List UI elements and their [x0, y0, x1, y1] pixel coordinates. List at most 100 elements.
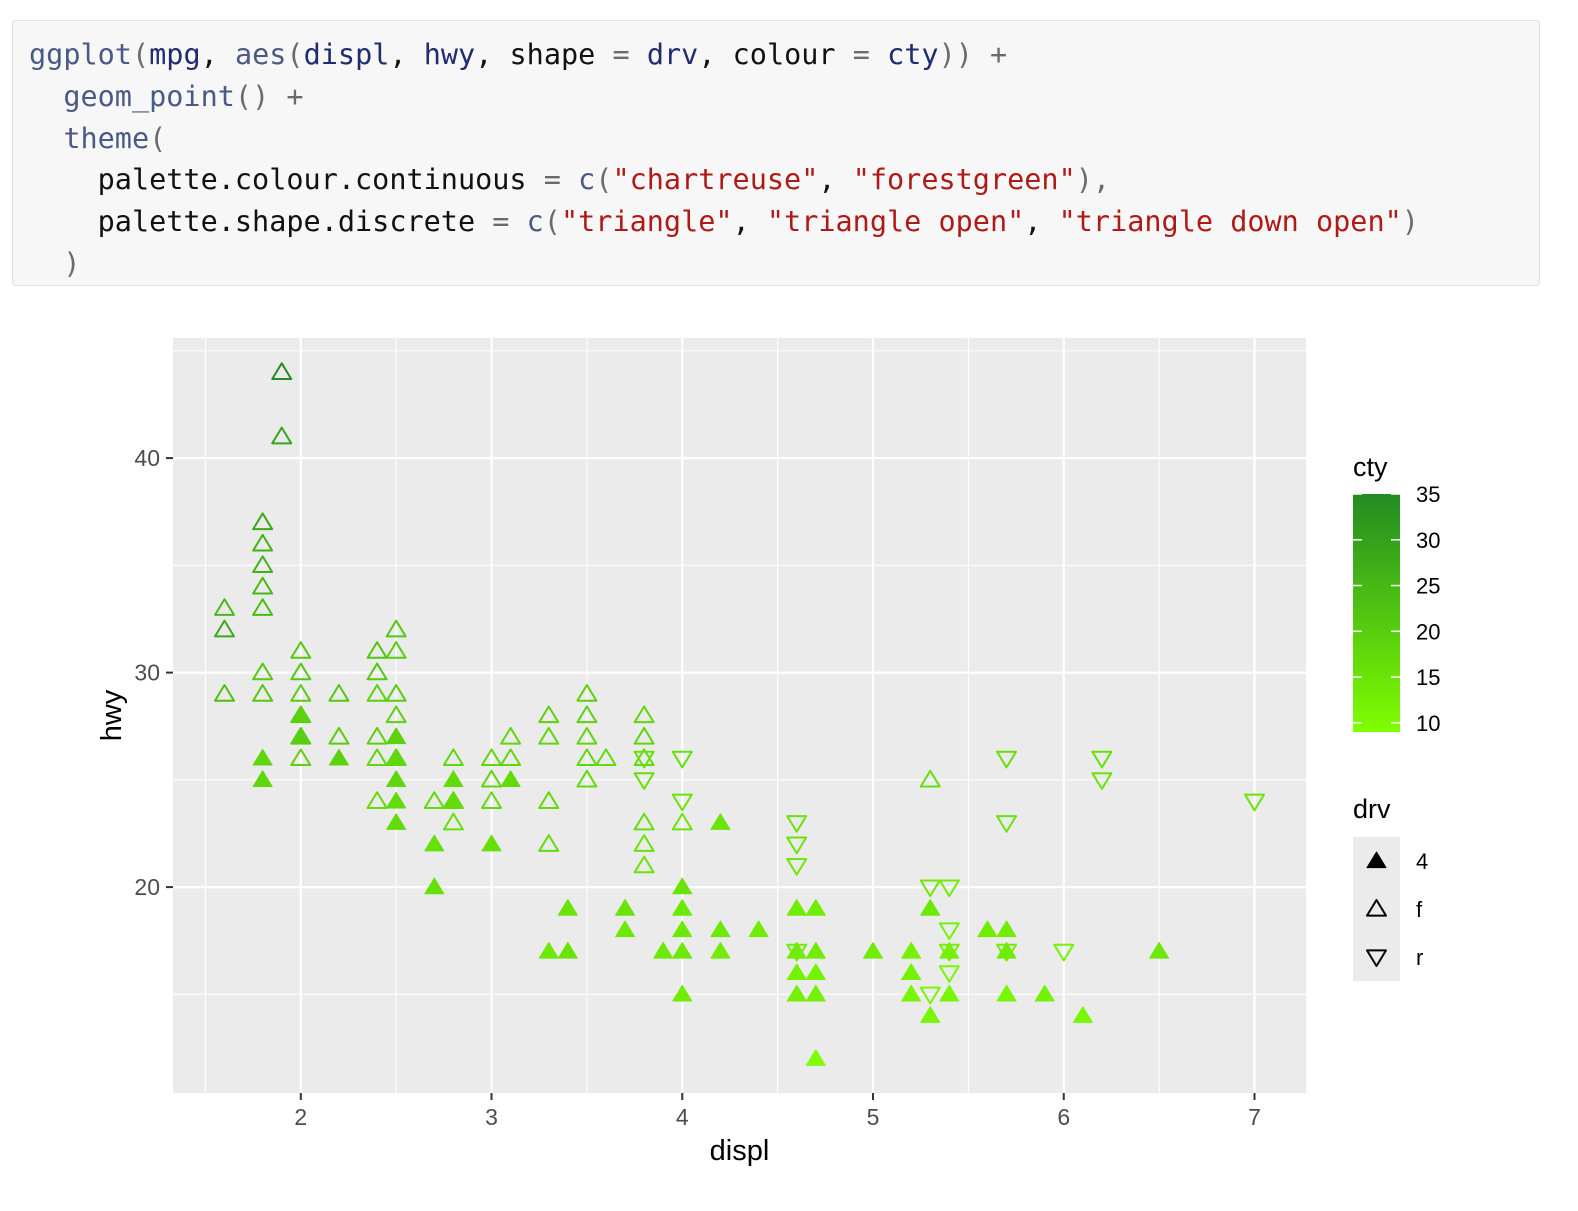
code-token: )) +: [938, 38, 1008, 71]
data-point: [671, 812, 693, 831]
code-token: hwy: [423, 38, 476, 71]
data-point: [538, 705, 560, 724]
data-point: [386, 770, 407, 787]
data-point: [366, 641, 388, 659]
code-line: theme(: [29, 118, 1523, 160]
data-point: [252, 684, 274, 702]
data-point: [442, 748, 464, 767]
data-point: [538, 941, 559, 959]
colorbar-tick-label: 10: [1416, 711, 1440, 736]
data-point: [385, 619, 407, 638]
data-point: [938, 879, 960, 898]
code-block: ggplot(mpg, aes(displ, hwy, shape = drv,…: [12, 20, 1540, 286]
data-point: [672, 920, 693, 938]
data-point: [996, 815, 1018, 833]
data-point: [1091, 750, 1113, 769]
data-point: [805, 1049, 826, 1066]
data-point: [290, 684, 312, 702]
data-point: [290, 705, 311, 723]
data-point: [214, 684, 235, 702]
data-point: [920, 899, 941, 916]
data-point: [615, 899, 636, 916]
data-point: [1034, 984, 1055, 1002]
x-axis-label: displ: [710, 1135, 770, 1167]
data-point: [672, 899, 693, 916]
data-point: [672, 984, 693, 1002]
data-point: [290, 641, 312, 659]
data-point: [290, 727, 311, 745]
code-token: =: [852, 38, 870, 71]
colorbar-tick-label: 15: [1416, 665, 1440, 690]
plot-panel: [173, 338, 1306, 1093]
code-token: (: [595, 163, 613, 197]
code-token: =: [543, 163, 561, 197]
code-token: ,: [389, 38, 424, 71]
data-point: [633, 748, 655, 767]
y-tick-label: 30: [134, 660, 160, 686]
data-point: [500, 726, 522, 745]
code-token: palette.colour.continuous: [29, 163, 544, 197]
data-point: [271, 426, 293, 445]
data-point: [786, 857, 808, 876]
grid-major: [173, 338, 1306, 1093]
code-line: palette.colour.continuous = c("chartreus…: [29, 159, 1523, 201]
data-point: [366, 748, 388, 767]
y-axis-label: hwy: [96, 689, 128, 741]
data-point: [576, 748, 598, 767]
data-point: [252, 748, 273, 766]
code-token: (: [286, 38, 304, 71]
code-token: "chartreuse": [612, 163, 819, 197]
code-token: ,: [1024, 205, 1059, 239]
data-point: [481, 791, 503, 809]
data-point: [328, 684, 350, 702]
y-tick-label: 20: [134, 874, 160, 900]
data-point: [919, 879, 941, 898]
data-point: [938, 943, 960, 962]
code-token: palette.shape.discrete: [29, 205, 493, 239]
code-token: ,: [200, 38, 235, 71]
code-token: mpg: [149, 38, 201, 71]
data-point: [576, 684, 598, 702]
data-point: [938, 922, 960, 941]
axes: 2 3 4 5 6 7 20 30 40: [134, 445, 1260, 1130]
data-point: [290, 748, 312, 767]
data-point: [920, 1006, 941, 1023]
code-token: [29, 80, 63, 113]
data-point: [786, 836, 808, 855]
code-token: ),: [1075, 163, 1111, 197]
data-point: [919, 986, 941, 1005]
data-point: [1053, 943, 1075, 962]
data-point: [633, 726, 655, 745]
data-point: [996, 920, 1017, 938]
data-point: [633, 750, 655, 769]
colorbar-tick-label: 20: [1416, 619, 1440, 644]
data-point: [500, 748, 522, 767]
data-point: [710, 813, 731, 830]
code-token: aes: [234, 38, 287, 71]
data-point: [996, 750, 1018, 769]
data-point: [786, 984, 807, 1002]
data-point: [672, 941, 693, 959]
data-point: [653, 941, 674, 959]
data-point: [786, 899, 807, 916]
x-tick-label: 2: [294, 1104, 307, 1130]
data-point: [1091, 772, 1113, 790]
x-tick-label: 5: [867, 1104, 880, 1130]
data-point: [595, 748, 617, 767]
code-token: , colour: [698, 38, 853, 71]
code-token: "forestgreen": [852, 163, 1076, 197]
data-point: [328, 748, 349, 766]
legend-key-f-icon: [1366, 898, 1387, 917]
code-line: ): [29, 243, 1523, 285]
data-point: [366, 791, 388, 809]
code-token: [630, 38, 647, 71]
data-point: [977, 920, 998, 938]
code-token: (: [543, 205, 561, 239]
data-point: [385, 641, 407, 659]
colorbar-tick-label: 35: [1416, 482, 1440, 507]
data-point: [500, 770, 521, 787]
data-point: [901, 984, 922, 1002]
code-token: c: [578, 163, 596, 197]
data-point: [385, 684, 407, 702]
color-legend-title: cty: [1353, 452, 1388, 482]
